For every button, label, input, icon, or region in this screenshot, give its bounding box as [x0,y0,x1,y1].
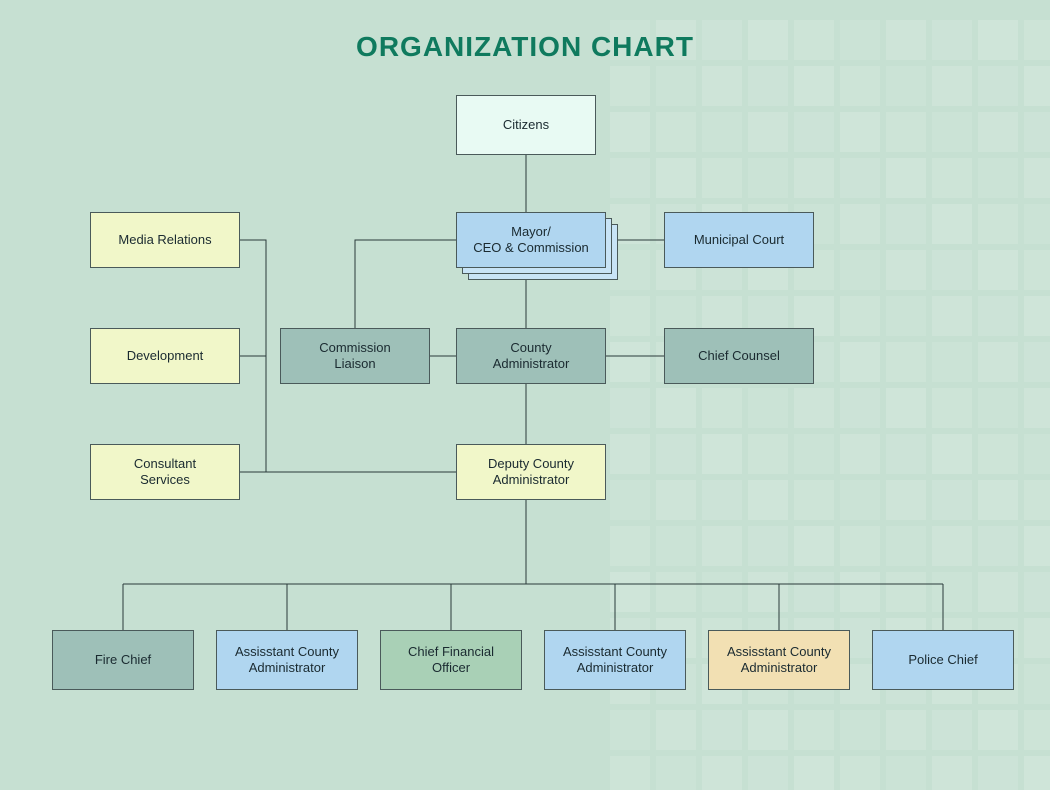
org-node-label: Municipal Court [694,232,784,248]
org-node-asst3: Assisstant County Administrator [708,630,850,690]
org-node-label: County Administrator [493,340,570,373]
chart-title: ORGANIZATION CHART [0,31,1050,63]
org-node-label: Police Chief [908,652,977,668]
org-node-label: Assisstant County Administrator [727,644,831,677]
org-node-development: Development [90,328,240,384]
org-node-media: Media Relations [90,212,240,268]
org-node-police: Police Chief [872,630,1014,690]
org-node-label: Mayor/ CEO & Commission [473,224,589,257]
org-node-liaison: Commission Liaison [280,328,430,384]
org-node-asst1: Assisstant County Administrator [216,630,358,690]
org-node-countyadmin: County Administrator [456,328,606,384]
org-node-court: Municipal Court [664,212,814,268]
org-node-label: Chief Financial Officer [408,644,494,677]
org-node-asst2: Assisstant County Administrator [544,630,686,690]
org-node-counsel: Chief Counsel [664,328,814,384]
org-node-cfo: Chief Financial Officer [380,630,522,690]
org-node-label: Commission Liaison [319,340,391,373]
org-node-label: Chief Counsel [698,348,780,364]
org-node-consultant: Consultant Services [90,444,240,500]
org-node-fire: Fire Chief [52,630,194,690]
org-chart-canvas: ORGANIZATION CHART Citizens Media Relatio… [0,0,1050,790]
org-node-label: Citizens [503,117,549,133]
org-node-label: Media Relations [118,232,211,248]
org-node-label: Development [127,348,204,364]
org-node-label: Fire Chief [95,652,151,668]
org-node-deputy: Deputy County Administrator [456,444,606,500]
org-node-mayor: Mayor/ CEO & Commission [456,212,606,268]
org-node-citizens: Citizens [456,95,596,155]
org-node-label: Consultant Services [134,456,196,489]
org-node-label: Assisstant County Administrator [235,644,339,677]
org-node-label: Deputy County Administrator [488,456,574,489]
org-node-label: Assisstant County Administrator [563,644,667,677]
